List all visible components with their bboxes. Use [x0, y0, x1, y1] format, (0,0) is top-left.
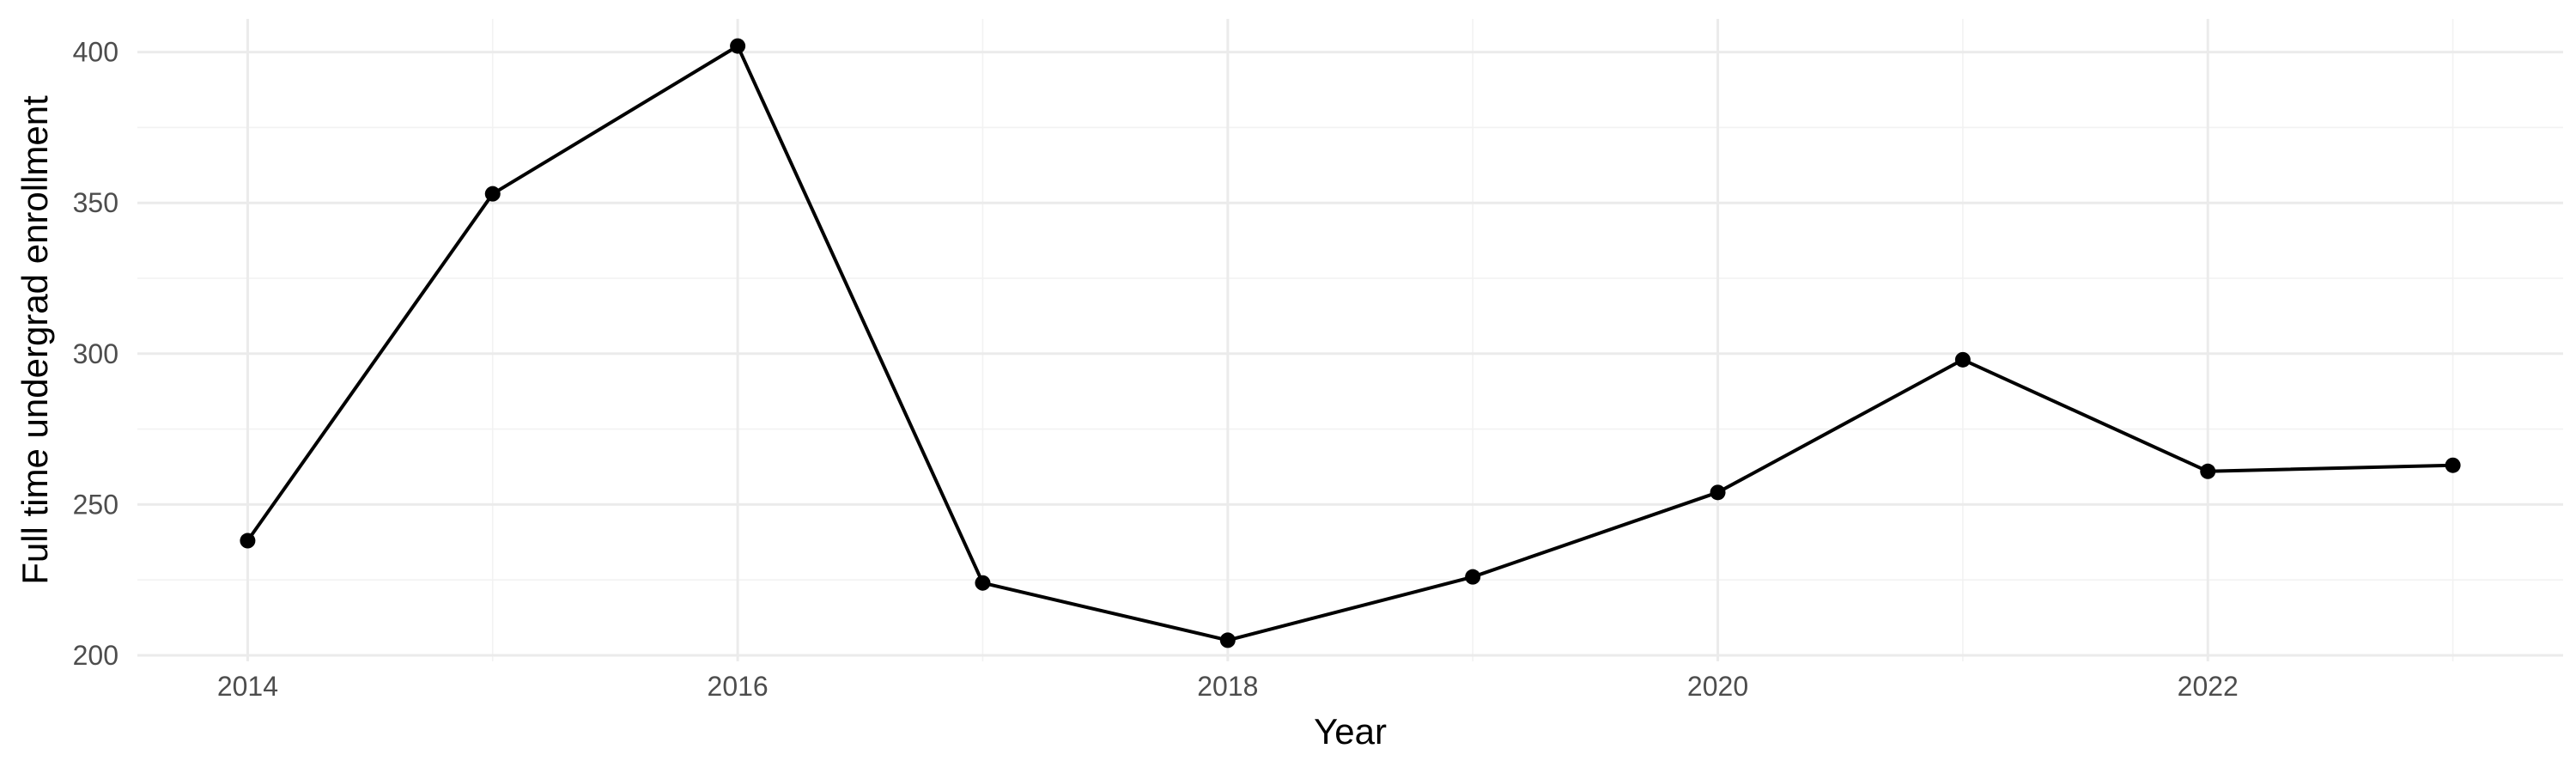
- data-point: [1219, 632, 1236, 648]
- x-tick-label: 2016: [708, 671, 769, 702]
- y-tick-label: 200: [73, 640, 118, 671]
- data-point: [2200, 463, 2216, 479]
- data-point: [240, 533, 256, 549]
- y-axis-title: Full time undergrad enrollment: [15, 95, 55, 585]
- y-tick-label: 400: [73, 37, 118, 68]
- data-point: [2445, 457, 2461, 473]
- x-tick-label: 2018: [1197, 671, 1258, 702]
- gridlines: [137, 19, 2563, 661]
- axes: 200 250 300 350 400 2014 2016 2018 2020 2022: [73, 37, 2239, 702]
- x-tick-label: 2020: [1687, 671, 1748, 702]
- y-tick-label: 300: [73, 338, 118, 369]
- series-layer: [240, 38, 2461, 648]
- x-axis-title: Year: [1314, 711, 1387, 752]
- data-point: [1954, 351, 1971, 368]
- series-line: [246, 44, 2453, 642]
- data-point: [1710, 484, 1726, 501]
- y-tick-label: 350: [73, 187, 118, 218]
- x-tick-label: 2014: [217, 671, 278, 702]
- data-point: [730, 38, 746, 54]
- data-point: [484, 186, 501, 202]
- data-point: [1465, 569, 1481, 585]
- x-tick-label: 2022: [2178, 671, 2239, 702]
- data-point: [975, 575, 991, 591]
- y-tick-label: 250: [73, 489, 118, 520]
